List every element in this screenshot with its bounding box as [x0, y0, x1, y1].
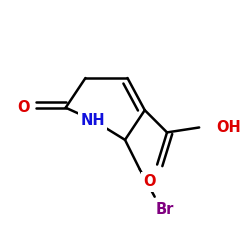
Text: Br: Br — [155, 202, 174, 216]
Text: NH: NH — [80, 112, 105, 128]
Text: OH: OH — [216, 120, 241, 135]
Text: O: O — [144, 174, 156, 189]
Text: O: O — [18, 100, 30, 115]
